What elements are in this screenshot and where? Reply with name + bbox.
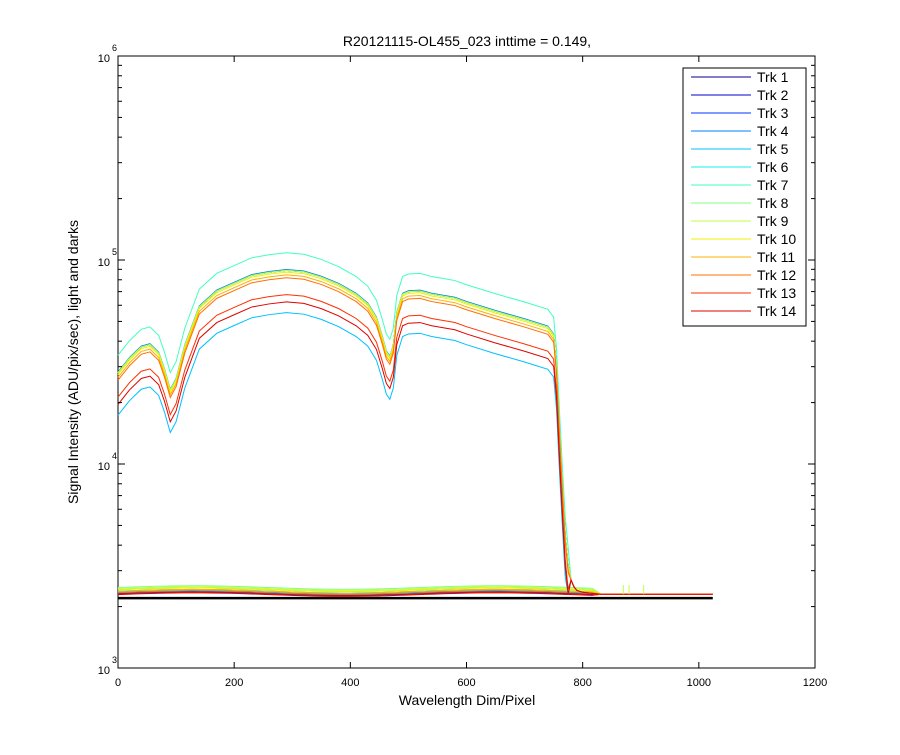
legend-label-trk-14: Trk 14 — [757, 303, 796, 319]
legend-box — [682, 67, 807, 327]
x-tick-label: 0 — [115, 677, 121, 689]
y-tick-label-exponent: 5 — [112, 247, 117, 257]
legend-label-trk-12: Trk 12 — [757, 267, 796, 283]
legend-label-trk-2: Trk 2 — [757, 87, 789, 103]
x-axis-label: Wavelength Dim/Pixel — [399, 692, 535, 708]
series-line-trk-5 — [117, 312, 713, 595]
series-line-trk-7 — [117, 252, 713, 595]
x-tick-label: 200 — [225, 677, 243, 689]
chart-title: R20121115-OL455_023 inttime = 0.149, — [343, 33, 591, 49]
x-tick-label: 400 — [341, 677, 359, 689]
legend: Trk 1 Trk 2 Trk 3 Trk 4 Trk 5 Trk 6 Trk 7 Trk 8… — [682, 67, 807, 327]
y-tick-label-exponent: 6 — [112, 43, 117, 53]
legend-label-trk-7: Trk 7 — [757, 177, 789, 193]
x-tick-label: 600 — [457, 677, 475, 689]
x-tick-label: 1200 — [803, 677, 827, 689]
legend-label-trk-6: Trk 6 — [757, 159, 789, 175]
legend-label-trk-8: Trk 8 — [757, 195, 789, 211]
legend-label-trk-13: Trk 13 — [757, 285, 796, 301]
x-tick-label: 800 — [573, 677, 591, 689]
series-layer — [117, 252, 713, 600]
y-tick-label-base: 10 — [98, 53, 110, 65]
legend-items: Trk 1 Trk 2 Trk 3 Trk 4 Trk 5 Trk 6 Trk 7 Trk 8… — [691, 69, 796, 319]
legend-label-trk-11: Trk 11 — [757, 249, 795, 265]
legend-label-trk-5: Trk 5 — [757, 141, 789, 157]
legend-label-trk-9: Trk 9 — [757, 213, 789, 229]
y-tick-label-base: 10 — [98, 257, 110, 269]
legend-label-trk-1: Trk 1 — [757, 69, 789, 85]
y-tick-label-base: 10 — [98, 461, 110, 473]
series-line-trk-14 — [117, 301, 713, 595]
legend-label-trk-10: Trk 10 — [757, 231, 796, 247]
y-tick-label-base: 10 — [98, 665, 110, 677]
legend-label-trk-3: Trk 3 — [757, 105, 789, 121]
series-line-trk-12 — [117, 277, 713, 595]
y-tick-label-exponent: 3 — [112, 655, 117, 665]
legend-label-trk-4: Trk 4 — [757, 123, 789, 139]
y-axis-label: Signal Intensity (ADU/pix/sec), light an… — [65, 220, 81, 504]
y-tick-label-exponent: 4 — [112, 451, 117, 461]
x-tick-label: 1000 — [687, 677, 711, 689]
